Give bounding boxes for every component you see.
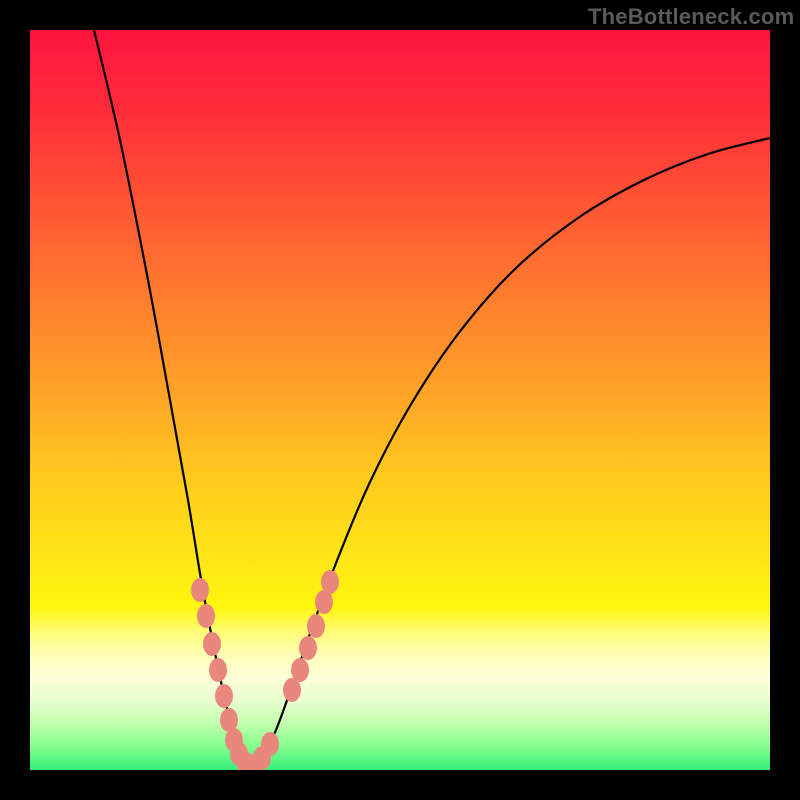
- data-dot: [261, 732, 279, 756]
- plot-frame: [30, 30, 770, 770]
- data-dot: [191, 578, 209, 602]
- data-dot: [291, 658, 309, 682]
- plot-svg: [30, 30, 770, 770]
- data-dot: [307, 614, 325, 638]
- watermark-text: TheBottleneck.com: [588, 4, 794, 30]
- data-dot: [321, 570, 339, 594]
- data-dot: [203, 632, 221, 656]
- data-dot: [209, 658, 227, 682]
- data-dot: [197, 604, 215, 628]
- gradient-background: [30, 30, 770, 770]
- data-dot: [299, 636, 317, 660]
- data-dot: [215, 684, 233, 708]
